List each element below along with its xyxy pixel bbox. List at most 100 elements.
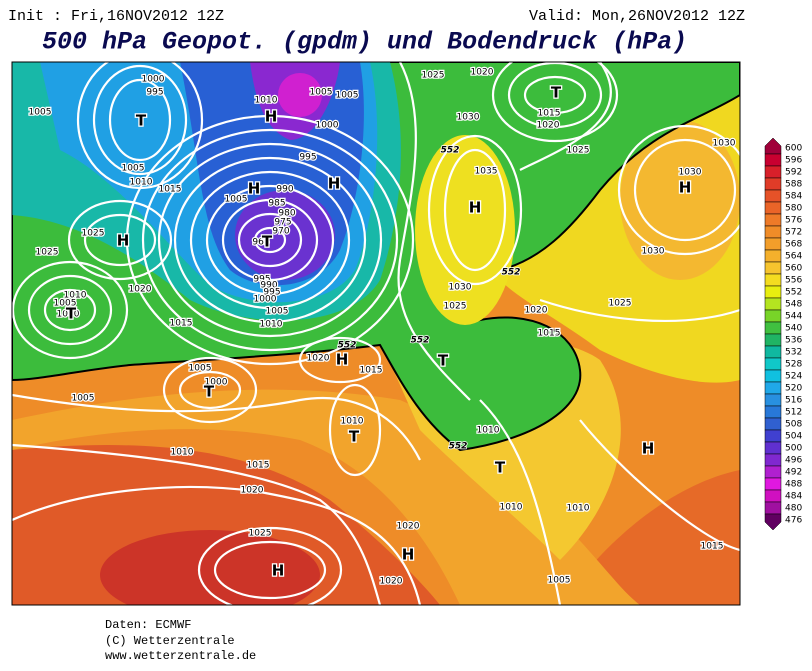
pressure-label: 1015 — [159, 185, 182, 195]
pressure-label: 1025 — [249, 529, 272, 539]
isobar — [491, 62, 619, 143]
colorbar-cell — [764, 285, 782, 299]
isobar — [157, 142, 383, 338]
pressure-label: 1005 — [54, 299, 77, 309]
colorbar-label: 484 — [785, 492, 802, 502]
isobar — [125, 114, 415, 366]
colorbar-cell — [764, 201, 782, 215]
pressure-label: 1025 — [82, 229, 105, 239]
colorbar-label: 576 — [785, 216, 802, 226]
isobar — [12, 393, 421, 461]
website: www.wetterzentrale.de — [105, 649, 256, 663]
isobar — [633, 138, 737, 242]
colorbar-label: 508 — [785, 420, 802, 430]
init-time: Init : Fri,16NOV2012 12Z — [8, 8, 224, 25]
isobar — [523, 75, 587, 115]
colorbar-cell — [764, 345, 782, 359]
isobar — [162, 356, 258, 424]
isobar — [519, 62, 612, 171]
colorbar-cell — [764, 513, 782, 531]
colorbar-label: 504 — [785, 432, 802, 442]
height-label: 552 — [502, 268, 521, 278]
pressure-label: 1015 — [170, 319, 193, 329]
pressure-label: 1000 — [316, 121, 339, 131]
colorbar-label: 480 — [785, 504, 802, 514]
colorbar-label: 524 — [785, 372, 802, 382]
pressure-label: 1010 — [260, 320, 283, 330]
colorbar-cell — [764, 453, 782, 467]
pressure-center: H — [272, 562, 285, 580]
colorbar-cell — [764, 177, 782, 191]
pressure-label: 1025 — [567, 146, 590, 156]
colorbar-label: 528 — [785, 360, 802, 370]
colorbar-cell — [764, 441, 782, 455]
isobar — [221, 198, 319, 282]
pressure-center: T — [262, 233, 273, 251]
isobar — [539, 298, 740, 322]
colorbar-cell — [764, 405, 782, 419]
pressure-center: H — [336, 351, 349, 369]
pressure-label: 1005 — [29, 108, 52, 118]
pressure-center: T — [136, 112, 147, 130]
pressure-label: 1020 — [537, 121, 560, 131]
colorbar-label: 548 — [785, 300, 802, 310]
colorbar-label: 568 — [785, 240, 802, 250]
colorbar-cell — [764, 261, 782, 275]
weather-map — [12, 62, 740, 605]
colorbar-cell — [764, 237, 782, 251]
pressure-label: 1035 — [475, 167, 498, 177]
isobar — [579, 419, 740, 552]
pressure-center: H — [679, 179, 692, 197]
colorbar-cell — [764, 417, 782, 431]
colorbar-label: 492 — [785, 468, 802, 478]
valid-time: Valid: Mon,26NOV2012 12Z — [529, 8, 745, 25]
colorbar-cell — [764, 137, 782, 155]
pressure-label: 1000 — [205, 378, 228, 388]
colorbar-label: 496 — [785, 456, 802, 466]
pressure-label: 995 — [146, 88, 163, 98]
height-label: 552 — [338, 341, 357, 351]
pressure-center: H — [469, 199, 482, 217]
height-label: 552 — [441, 146, 460, 156]
colorbar-label: 536 — [785, 336, 802, 346]
colorbar-label: 580 — [785, 204, 802, 214]
pressure-label: 1010 — [171, 448, 194, 458]
pressure-label: 995 — [263, 288, 280, 298]
colorbar-label: 572 — [785, 228, 802, 238]
colorbar-label: 564 — [785, 252, 802, 262]
isobar — [237, 212, 303, 268]
colorbar-label: 532 — [785, 348, 802, 358]
colorbar-label: 596 — [785, 156, 802, 166]
pressure-label: 1020 — [471, 68, 494, 78]
colorbar-label: 592 — [785, 168, 802, 178]
height-label: 552 — [449, 442, 468, 452]
colorbar-label: 560 — [785, 264, 802, 274]
isobar — [427, 134, 523, 286]
colorbar-cell — [764, 309, 782, 323]
pressure-center: H — [265, 108, 278, 126]
colorbar-cell — [764, 465, 782, 479]
colorbar-label: 516 — [785, 396, 802, 406]
ridge-area — [415, 135, 515, 325]
colorbar-label: 488 — [785, 480, 802, 490]
height-label: 552 — [411, 336, 430, 346]
pressure-label: 1010 — [341, 417, 364, 427]
colorbar-cell — [764, 213, 782, 227]
pressure-label: 985 — [268, 199, 285, 209]
colorbar-label: 584 — [785, 192, 802, 202]
isobar — [213, 540, 327, 600]
pressure-center: H — [642, 440, 655, 458]
colorbar-cell — [764, 489, 782, 503]
colorbar-label: 512 — [785, 408, 802, 418]
colorbar-cell — [764, 153, 782, 167]
isobar — [76, 62, 204, 190]
pressure-label: 1000 — [57, 310, 80, 320]
pressure-label: 970 — [272, 227, 289, 237]
pressure-label: 1015 — [538, 329, 561, 339]
pressure-label: 1030 — [713, 139, 736, 149]
pressure-label: 1015 — [538, 109, 561, 119]
isobar — [479, 399, 562, 605]
pressure-center: T — [204, 383, 215, 401]
colorbar-cell — [764, 501, 782, 515]
pressure-label: 1015 — [247, 461, 270, 471]
